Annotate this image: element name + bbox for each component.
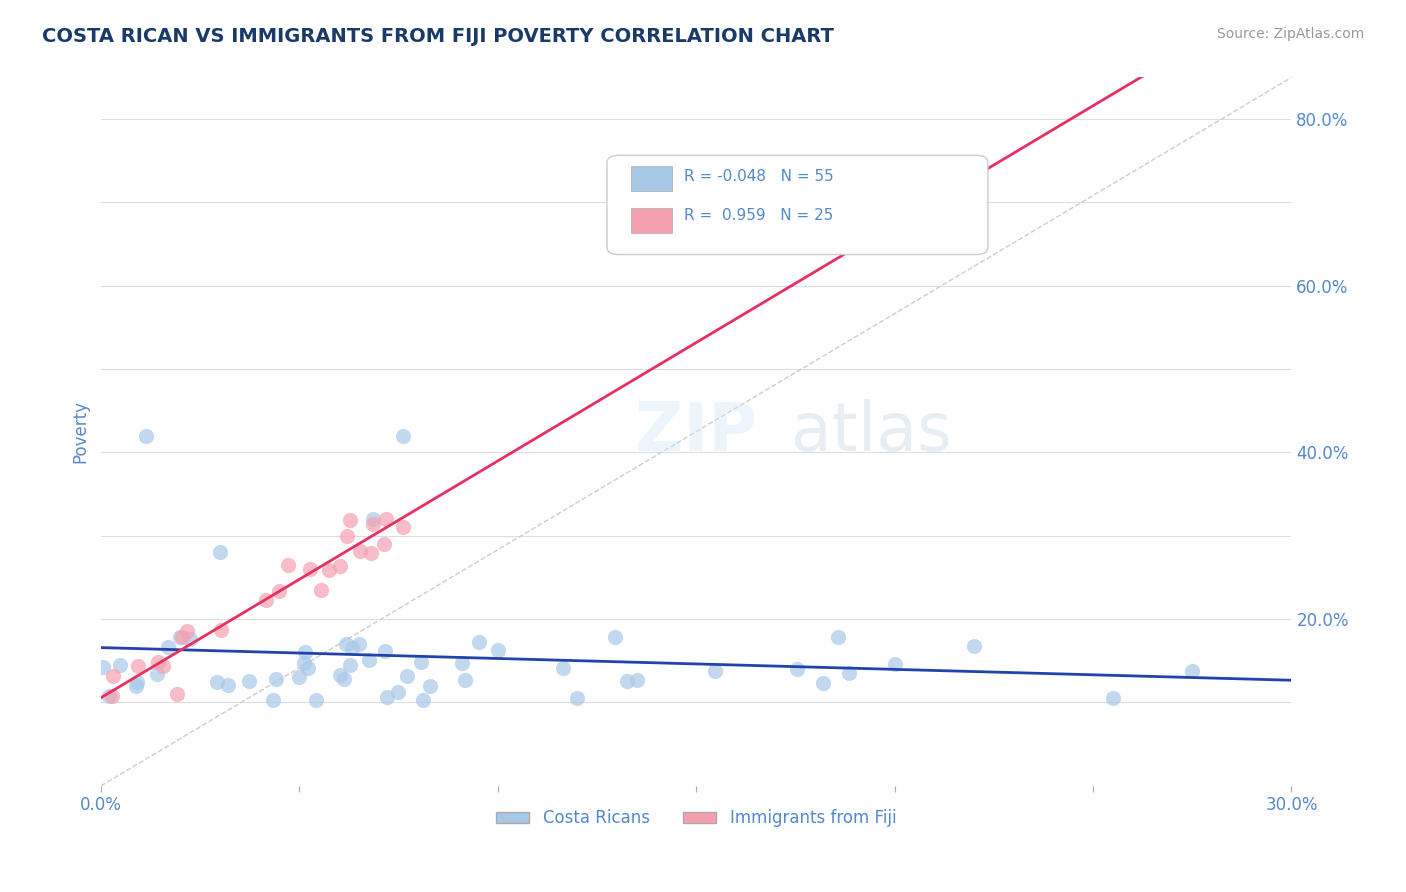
Point [269,584,291,599]
Point [360,545,382,559]
Point [963,639,986,653]
Point [342,640,364,655]
Point [704,664,727,678]
Point [125,675,148,690]
Point [305,693,328,707]
Point [127,659,149,673]
Point [146,655,169,669]
Point [217,678,239,692]
Point [412,693,434,707]
Point [277,558,299,573]
Point [292,656,315,670]
Point [339,657,361,672]
Point [176,624,198,639]
FancyBboxPatch shape [607,155,988,254]
Point [170,631,193,645]
Point [419,679,441,693]
Point [844,237,866,252]
Point [335,637,357,651]
Point [339,513,361,527]
Point [377,690,399,705]
Point [101,668,124,682]
Point [454,673,477,688]
Point [336,529,359,543]
Text: COSTA RICAN VS IMMIGRANTS FROM FIJI POVERTY CORRELATION CHART: COSTA RICAN VS IMMIGRANTS FROM FIJI POVE… [42,27,834,45]
Point [616,674,638,689]
Point [450,656,472,670]
Point [468,635,491,649]
Point [166,688,188,702]
Point [146,666,169,681]
Point [1181,665,1204,679]
Point [626,673,648,687]
Point [605,630,627,644]
Point [811,676,834,690]
Point [288,670,311,684]
Point [347,637,370,651]
Point [328,667,350,681]
Point [98,690,121,704]
Text: R =  0.959   N = 25: R = 0.959 N = 25 [685,208,834,223]
Point [152,658,174,673]
Point [409,655,432,669]
Point [101,689,124,703]
Y-axis label: Poverty: Poverty [72,401,89,463]
Point [108,658,131,673]
FancyBboxPatch shape [631,209,672,234]
Point [318,563,340,577]
Point [357,653,380,667]
Point [883,657,905,671]
Point [786,663,808,677]
Point [328,559,350,574]
Point [387,685,409,699]
Point [1102,690,1125,705]
Text: atlas: atlas [792,399,952,465]
Point [349,544,371,558]
Point [294,644,316,658]
Point [309,582,332,597]
Point [333,672,356,686]
Point [91,660,114,674]
Legend: Costa Ricans, Immigrants from Fiji: Costa Ricans, Immigrants from Fiji [489,803,903,834]
Text: R = -0.048   N = 55: R = -0.048 N = 55 [685,169,834,184]
Point [392,429,415,443]
Point [374,644,396,658]
Point [266,673,288,687]
Text: Source: ZipAtlas.com: Source: ZipAtlas.com [1216,27,1364,41]
Point [157,640,180,655]
Point [179,632,201,647]
Point [375,512,398,526]
Point [553,661,575,675]
Point [363,517,385,532]
FancyBboxPatch shape [631,166,672,191]
Point [391,519,413,533]
Point [838,666,860,681]
Point [486,643,509,657]
Point [396,669,419,683]
Point [297,661,319,675]
Point [125,679,148,693]
Point [565,691,588,706]
Point [205,675,228,690]
Point [169,630,191,644]
Point [827,630,849,644]
Point [238,674,260,689]
Point [135,429,157,443]
Point [373,536,395,550]
Point [209,545,232,559]
Point [262,692,284,706]
Point [298,562,321,576]
Point [361,512,384,526]
Point [254,593,277,607]
Point [209,623,232,637]
Text: ZIP: ZIP [636,399,758,465]
